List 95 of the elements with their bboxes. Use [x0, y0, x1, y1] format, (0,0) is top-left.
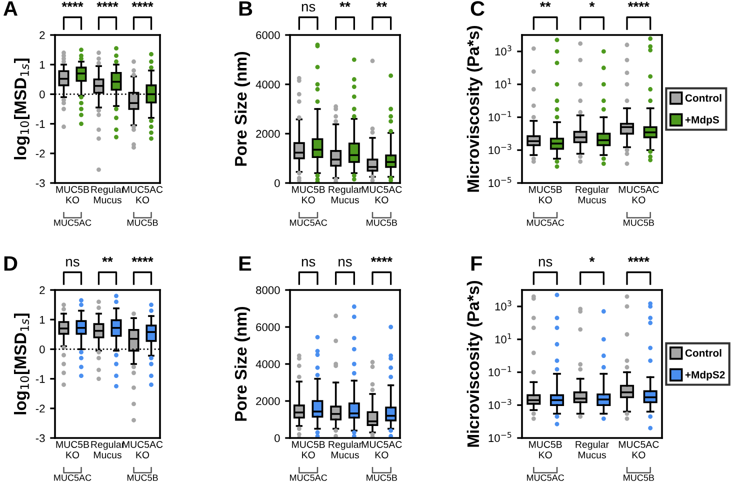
y-tick-label: 0: [40, 345, 45, 354]
y-tick-label: 10$^{3}$: [495, 45, 512, 56]
text: ****: [628, 256, 650, 262]
text: **: [540, 2, 551, 8]
y-tick-label: 10$^{1}$: [495, 78, 512, 88]
y-tick-label: 2000: [256, 397, 280, 406]
x-tick-label: Regular Mucus: [576, 440, 609, 458]
text: **: [102, 256, 113, 262]
y-tick-label: 10$^{−1}$: [488, 111, 512, 122]
text: F: [471, 256, 482, 271]
x-tick-label: Regular Mucus: [91, 440, 124, 458]
y-axis-title: Microviscosity (Pa*s): [466, 280, 482, 447]
text: ****: [628, 2, 650, 8]
x-tick-label: MUC5B KO: [292, 186, 325, 204]
x-tick-label: MUC5AC KO: [122, 441, 163, 458]
text: ns: [302, 258, 316, 267]
y-tick-label: 10$^{1}$: [495, 333, 512, 344]
text: *: [589, 256, 595, 262]
x-tick-label: MUC5B KO: [56, 441, 90, 458]
text: ns: [302, 4, 316, 12]
y-tick-label: 10$^{−3}$: [488, 144, 512, 154]
text: ****: [96, 2, 118, 8]
x-tick-label: MUC5B KO: [56, 186, 90, 204]
y-tick-label: 6000: [256, 323, 280, 332]
y-tick-label: 2: [40, 31, 45, 40]
y-tick-label: 0: [274, 434, 280, 442]
x-tick-label: MUC5AC KO: [362, 441, 402, 458]
text: MUC5AC: [527, 474, 564, 481]
text: MUC5AC: [527, 220, 564, 226]
y-tick-label: -2: [36, 404, 45, 412]
text: D: [4, 256, 18, 271]
legend-label: Control: [685, 94, 722, 102]
y-axis-title: Microviscosity (Pa*s): [466, 26, 482, 192]
y-tick-label: -1: [36, 375, 45, 383]
x-tick-label: MUC5B KO: [529, 186, 562, 204]
y-tick-label: 10$^{−1}$: [488, 366, 512, 376]
text: ns: [66, 258, 80, 267]
legend-label: +MdpS2: [685, 370, 725, 381]
x-tick-label: MUC5AC KO: [362, 186, 402, 204]
legend-label: +MdpS: [685, 116, 719, 126]
text: **: [340, 2, 350, 8]
x-tick-label: Regular Mucus: [328, 440, 362, 458]
text: *: [589, 2, 595, 8]
text: MUC5B: [624, 474, 654, 481]
y-tick-label: 4000: [256, 360, 280, 368]
y-tick-label: 10$^{−5}$: [488, 177, 512, 188]
y-tick-label: 2: [40, 286, 45, 294]
y-tick-label: 2000: [256, 130, 280, 138]
text: ****: [62, 2, 84, 8]
text: B: [239, 1, 252, 16]
legend-label: Control: [685, 349, 722, 357]
x-tick-label: Regular Mucus: [91, 186, 124, 204]
y-tick-label: 0: [40, 90, 45, 98]
text: ****: [370, 256, 392, 262]
y-axis-title: Pore Size (nm): [234, 306, 250, 421]
text: C: [470, 1, 484, 16]
y-tick-label: -1: [36, 120, 45, 128]
text: ns: [338, 258, 352, 267]
x-tick-label: MUC5B KO: [529, 441, 562, 458]
text: MUC5AC: [290, 474, 328, 481]
text: MUC5B: [127, 220, 158, 226]
y-tick-label: 1: [40, 316, 45, 324]
y-tick-label: -3: [36, 179, 45, 188]
text: ****: [132, 2, 154, 8]
text: MUC5B: [366, 474, 397, 481]
y-tick-label: 10$^{3}$: [495, 300, 512, 310]
text: **: [376, 2, 388, 8]
text: E: [239, 256, 252, 271]
x-tick-label: MUC5AC KO: [122, 186, 163, 204]
y-tick-label: 1: [40, 60, 45, 69]
text: MUC5AC: [290, 220, 328, 226]
y-tick-label: -2: [36, 150, 45, 158]
y-tick-label: 6000: [256, 31, 280, 40]
text: ns: [538, 258, 552, 267]
y-tick-label: 4000: [256, 80, 280, 88]
x-tick-label: MUC5AC KO: [618, 186, 659, 204]
y-axis-title: log$_{10}$[MSD$_{1s}$]: [14, 314, 30, 414]
x-tick-label: Regular Mucus: [328, 186, 362, 204]
x-tick-label: MUC5B KO: [292, 441, 325, 458]
y-axis-title: log$_{10}$[MSD$_{1s}$]: [14, 58, 30, 160]
text: A: [4, 1, 18, 16]
text: ****: [132, 256, 154, 262]
y-tick-label: 10$^{−5}$: [488, 432, 512, 442]
text: MUC5AC: [54, 474, 92, 481]
y-tick-label: -3: [36, 434, 45, 442]
y-tick-label: 0: [274, 179, 280, 188]
y-tick-label: 8000: [256, 286, 280, 294]
text: MUC5B: [366, 220, 397, 226]
x-tick-label: Regular Mucus: [576, 186, 609, 204]
y-tick-label: 10$^{−3}$: [488, 399, 512, 410]
text: MUC5B: [127, 474, 158, 481]
text: MUC5AC: [54, 220, 92, 226]
x-tick-label: MUC5AC KO: [618, 441, 659, 458]
text: MUC5B: [624, 220, 654, 226]
y-axis-title: Pore Size (nm): [234, 52, 250, 166]
